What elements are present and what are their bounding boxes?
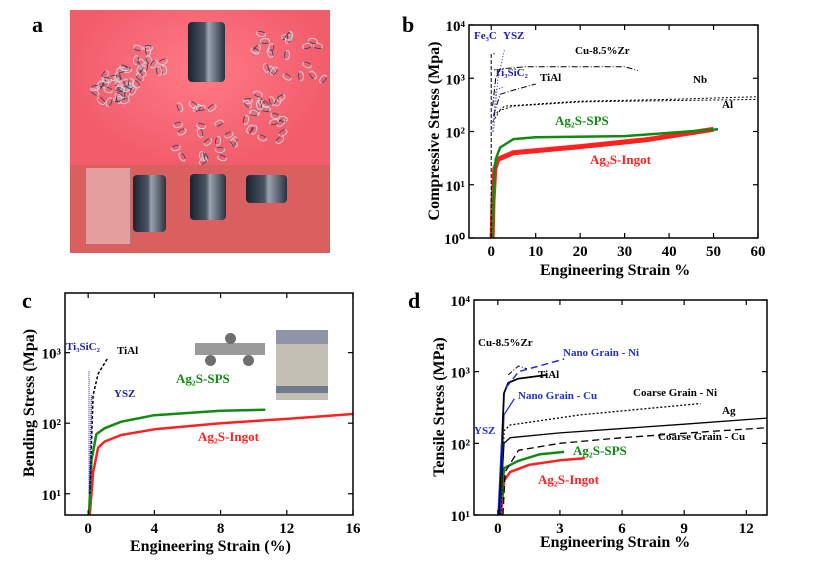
d-label-coarse-cu: Coarse Grain - Cu — [658, 431, 746, 443]
d-series-nano-grain-ni — [505, 358, 565, 389]
b-xlabel: Engineering Strain % — [540, 262, 691, 279]
c-xtick-label: 16 — [346, 521, 362, 537]
d-xtick-label: 0 — [494, 521, 502, 537]
panel-label-b: b — [402, 12, 415, 37]
b-label-sps: Ag₂S-SPS — [555, 113, 609, 128]
c-series-tial — [89, 357, 109, 494]
b-label-cuzr: Cu-8.5%Zr — [575, 45, 630, 57]
c-label-ysz: YSZ — [114, 388, 136, 400]
b-xtick-label: 60 — [751, 244, 766, 260]
b-ytick-label: 10³ — [446, 72, 466, 88]
b-label-ysz: YSZ — [503, 30, 525, 42]
b-ytick-label: 10² — [446, 126, 466, 142]
b-ylabel: Compressive Stress (Mpa) — [426, 41, 443, 221]
b-ytick-label: 10¹ — [446, 179, 466, 195]
sample-cylinder-3 — [246, 175, 287, 203]
b-series-ag-s-ingot — [489, 126, 714, 238]
c-series-ag-s-ingot — [88, 412, 353, 515]
c-label-ti3sic2: Ti₃SiC₂ — [66, 341, 100, 353]
c-plot-frame — [64, 292, 354, 516]
b-xtick-label: 10 — [528, 244, 543, 260]
c-label-tial: TiAl — [117, 345, 139, 357]
c-series-ag-s-sps — [87, 408, 266, 515]
d-label-ysz: YSZ — [474, 425, 496, 437]
d-series-cu-8-5-zr — [507, 365, 527, 376]
d-label-tial: TiAl — [538, 369, 560, 381]
d-xtick-label: 9 — [680, 521, 688, 537]
d-ytick-label: 10¹ — [451, 509, 471, 525]
d-label-ingot: Ag₂S-Ingot — [538, 472, 599, 487]
b-label-nb: Nb — [693, 74, 708, 86]
d-label-coarse-ni: Coarse Grain - Ni — [633, 387, 718, 399]
b-xtick-label: 20 — [573, 244, 588, 260]
b-label-ingot: Ag₂S-Ingot — [590, 152, 651, 167]
bending-schematic-bar — [195, 343, 265, 355]
d-series-ag-s-sps — [498, 450, 565, 515]
d-xtick-label: 6 — [618, 521, 626, 537]
b-label-al: Al — [722, 99, 733, 111]
b-series-ag-s-sps — [491, 128, 719, 238]
c-series-ysz — [89, 395, 93, 494]
b-ytick-label: 10⁰ — [444, 232, 465, 248]
support-roller-right — [243, 355, 254, 366]
panel-label-c: c — [22, 288, 32, 313]
c-label-ingot: Ag₂S-Ingot — [198, 429, 259, 444]
c-ytick-label: 10³ — [42, 347, 62, 363]
d-ytick-label: 10⁴ — [451, 294, 471, 310]
d-series-ag — [499, 417, 767, 515]
d-ytick-label: 10³ — [451, 366, 471, 382]
sample-cylinder-2 — [190, 174, 226, 220]
c-xlabel: Engineering Strain (%) — [130, 538, 291, 555]
c-xtick-label: 4 — [151, 521, 159, 537]
d-label-ag: Ag — [722, 405, 736, 417]
load-roller — [225, 333, 236, 344]
d-plot-frame — [473, 299, 768, 516]
b-xtick-label: 0 — [487, 244, 495, 260]
b-xtick-label: 40 — [662, 244, 677, 260]
c-xtick-label: 0 — [84, 521, 92, 537]
d-xtick-label: 3 — [556, 521, 564, 537]
panel-label-a: a — [32, 12, 43, 37]
d-series-coarse-grain-cu — [502, 427, 767, 515]
d-ytick-label: 10² — [451, 437, 471, 453]
ruler — [86, 168, 132, 244]
sample-photo — [70, 10, 330, 253]
b-ytick-label: 10⁴ — [446, 19, 466, 35]
c-ylabel: Bending Stress (Mpa) — [21, 328, 38, 478]
d-label-nano-cu: Nano Grain - Cu — [518, 390, 598, 402]
b-series-al — [492, 98, 758, 123]
d-xtick-label: 12 — [739, 521, 754, 537]
d-series-nano-grain-cu — [499, 398, 515, 515]
d-series-coarse-grain-ni — [500, 402, 701, 515]
ingot-cylinder — [188, 22, 225, 82]
d-series-ysz — [497, 430, 503, 515]
d-xlabel: Engineering Strain % — [540, 534, 691, 551]
b-series-tial — [493, 83, 536, 116]
c-label-sps: Ag₂S-SPS — [176, 371, 230, 386]
b-label-tial: TiAl — [540, 72, 562, 84]
d-label-nano-ni: Nano Grain - Ni — [563, 347, 640, 359]
support-roller-left — [205, 355, 216, 366]
b-xtick-label: 50 — [706, 244, 721, 260]
b-xtick-label: 30 — [617, 244, 632, 260]
b-series-fe-c — [490, 53, 495, 238]
b-series-nb — [493, 96, 758, 116]
c-ytick-label: 10¹ — [42, 488, 62, 504]
b-series-ysz — [493, 49, 506, 132]
b-label-ti3sic2: Ti₃SiC₂ — [494, 67, 528, 79]
d-ylabel: Tensile Stress (MPa) — [431, 337, 448, 477]
d-label-cuzr: Cu-8.5%Zr — [478, 337, 533, 349]
b-series-cu-8-5-zr — [492, 66, 639, 107]
bent-sample-photo — [276, 330, 328, 400]
c-xtick-label: 12 — [279, 521, 294, 537]
c-xtick-label: 8 — [217, 521, 225, 537]
b-label-fe3c: Fe₃C — [474, 30, 497, 42]
panel-label-d: d — [408, 288, 421, 313]
d-label-sps: Ag₂S-SPS — [573, 443, 627, 458]
sample-cylinder-1 — [133, 175, 166, 232]
c-ytick-label: 10² — [42, 417, 62, 433]
